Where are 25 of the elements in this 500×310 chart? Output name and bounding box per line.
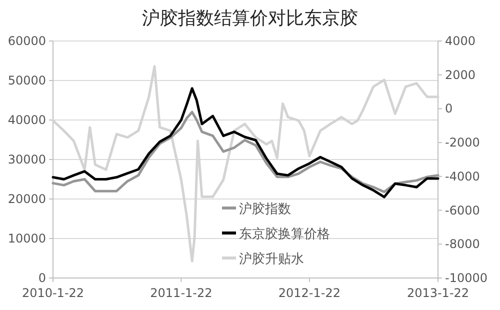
legend-label: 沪胶升贴水 xyxy=(239,251,304,267)
y2-tick-label: 4000 xyxy=(445,34,476,48)
y2-tick-label: -6000 xyxy=(445,203,480,218)
y-tick-label: 60000 xyxy=(8,34,46,48)
y-tick-label: 0 xyxy=(38,271,46,285)
y2-tick-label: 2000 xyxy=(445,68,476,82)
y2-tick-label: -8000 xyxy=(445,237,480,252)
y2-tick-label: 0 xyxy=(445,102,453,116)
legend-label: 东京胶换算价格 xyxy=(239,227,330,242)
y-tick-label: 30000 xyxy=(8,152,46,166)
y-tick-label: 10000 xyxy=(8,232,46,246)
x-tick-label: 2010-1-22 xyxy=(22,286,84,300)
y-tick-label: 40000 xyxy=(8,113,46,127)
x-tick-label: 2013-1-22 xyxy=(406,286,470,300)
legend-label: 沪胶指数 xyxy=(239,201,291,217)
y2-tick-label: -4000 xyxy=(445,169,480,184)
line-series xyxy=(52,87,440,198)
y2-tick-label: -10000 xyxy=(445,271,488,285)
chart-title: 沪胶指数结算价对比东京胶 xyxy=(142,8,358,29)
x-tick-label: 2011-1-22 xyxy=(150,286,212,300)
y2-tick-label: -2000 xyxy=(445,136,480,150)
x-tick-label: 2012-1-22 xyxy=(278,286,340,300)
y-tick-label: 50000 xyxy=(8,74,46,88)
line-series xyxy=(52,110,440,194)
y-tick-label: 20000 xyxy=(8,192,46,206)
